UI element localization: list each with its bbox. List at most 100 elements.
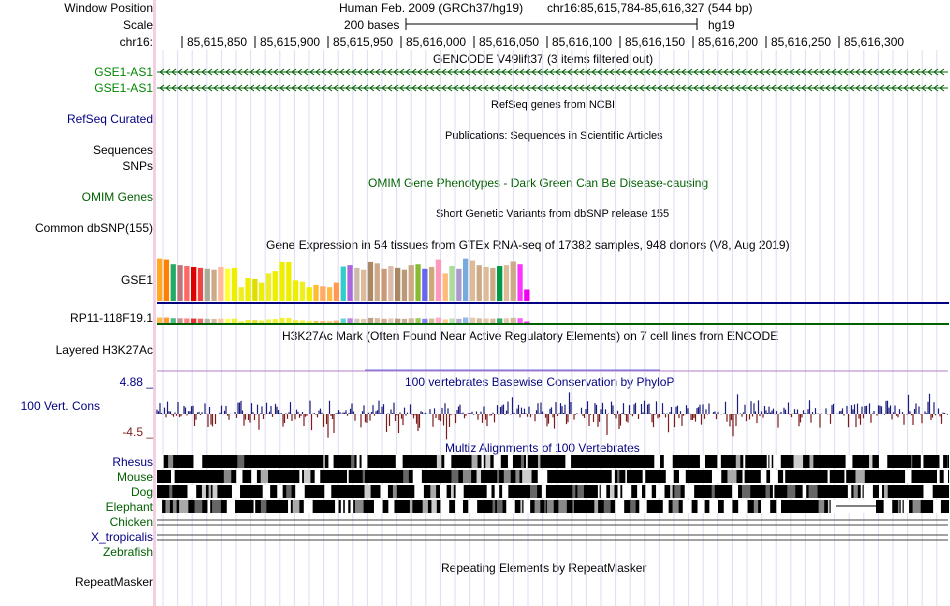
multiz-gap <box>603 500 611 513</box>
gtex-tissue-bar <box>170 264 176 301</box>
gtex-tissue-bar-small <box>163 317 170 323</box>
multiz-gap <box>502 485 509 498</box>
gtex-tissue-bar-small <box>245 320 251 323</box>
pubs-snps-label[interactable]: SNPs <box>122 159 153 173</box>
multiz-gap <box>617 470 620 483</box>
multiz-gap <box>187 485 197 498</box>
gtex-tissue-bar <box>476 265 482 301</box>
multiz-gap <box>625 470 627 483</box>
multiz-gap <box>699 455 705 468</box>
multiz-gap <box>172 500 177 513</box>
gtex-tissue-bar <box>272 271 278 301</box>
gtex-gene-label-gse1[interactable]: GSE1 <box>120 273 153 287</box>
multiz-gap <box>422 500 428 513</box>
multiz-gap <box>455 485 464 498</box>
multiz-species-elephant[interactable]: Elephant <box>105 500 153 514</box>
gtex-tissue-bar <box>225 268 231 301</box>
multiz-gap <box>226 500 236 513</box>
multiz-species-zebrafish[interactable]: Zebrafish <box>102 545 153 559</box>
h3k27ac-track-label[interactable]: Layered H3K27Ac <box>55 343 153 357</box>
gtex-tissue-bar <box>177 265 183 301</box>
multiz-gap <box>546 500 554 513</box>
gtex-tissue-bar <box>401 269 408 301</box>
multiz-gap <box>485 455 491 468</box>
gtex-tissue-bar <box>497 266 503 301</box>
multiz-gap <box>392 485 397 498</box>
multiz-gap <box>356 455 360 468</box>
gtex-tissue-bar-small <box>177 318 183 323</box>
multiz-gap <box>436 455 442 468</box>
gtex-tissue-bar <box>415 264 421 301</box>
multiz-species-xtropicalis[interactable]: X_tropicalis <box>90 530 153 544</box>
gtex-tissue-bar-small <box>503 318 510 323</box>
multiz-gap <box>723 500 733 513</box>
gencode-item-label-1[interactable]: GSE1-AS1 <box>94 65 153 79</box>
gtex-tissue-bar-small <box>361 318 367 323</box>
multiz-species-rhesus[interactable]: Rhesus <box>112 455 153 469</box>
multiz-gap <box>727 470 737 483</box>
multiz-gap <box>350 500 354 513</box>
multiz-gap <box>933 500 941 513</box>
multiz-gap <box>526 455 528 468</box>
gtex-tissue-bar-small <box>320 321 326 323</box>
multiz-gap <box>520 500 523 513</box>
multiz-species-mouse[interactable]: Mouse <box>116 470 153 484</box>
multiz-gap <box>617 485 621 498</box>
gtex-tissue-bar-small <box>333 320 340 323</box>
multiz-species-chicken[interactable]: Chicken <box>109 515 153 529</box>
gtex-tissue-bar-small <box>435 317 442 323</box>
gtex-tissue-bar-small <box>422 318 428 323</box>
position-readout: chr16:85,615,784-85,616,327 (544 bp) <box>547 1 753 15</box>
gtex-gene-label-rp11[interactable]: RP11-118F19.1 <box>70 311 153 325</box>
multiz-gap <box>286 485 292 498</box>
tick-label: 85,616,100 <box>552 35 613 49</box>
gtex-tissue-bar-small <box>191 318 197 323</box>
gtex-tissue-bar-small <box>476 318 482 323</box>
refseq-track-label[interactable]: RefSeq Curated <box>66 112 153 126</box>
multiz-gap <box>288 500 291 513</box>
multiz-alignment-row <box>157 470 949 483</box>
multiz-gap <box>414 485 424 498</box>
dbsnp-track-label[interactable]: Common dbSNP(155) <box>34 221 153 235</box>
multiz-gap <box>672 500 679 513</box>
gtex-tissue-bar <box>211 269 217 301</box>
tick-label: 85,616,250 <box>771 35 832 49</box>
gtex-tissue-bar-small <box>231 318 238 323</box>
multiz-gap <box>409 500 413 513</box>
multiz-gap <box>324 485 332 498</box>
multiz-gap <box>897 500 900 513</box>
gtex-tissue-bar <box>157 258 163 301</box>
multiz-gap <box>351 455 355 468</box>
multiz-gap <box>844 470 847 483</box>
rmsk-track-label[interactable]: RepeatMasker <box>74 575 153 589</box>
multiz-gap <box>354 500 364 513</box>
gtex-tissue-bar <box>245 278 251 301</box>
multiz-gap <box>314 470 321 483</box>
multiz-gap <box>303 500 313 513</box>
multiz-gap <box>523 500 531 513</box>
gtex-tissue-bar-small <box>483 318 489 323</box>
multiz-species-dog[interactable]: Dog <box>130 485 153 499</box>
gtex-tissue-bar-small <box>490 318 496 323</box>
gtex-tissue-bar-small <box>449 318 455 323</box>
multiz-gap <box>615 500 625 513</box>
multiz-gap <box>515 470 520 483</box>
multiz-gap <box>697 500 705 513</box>
pubs-sequences-label[interactable]: Sequences <box>92 143 153 157</box>
gtex-tissue-bar-small <box>395 318 401 323</box>
multiz-gap <box>884 485 888 498</box>
multiz-gap <box>766 455 769 468</box>
multiz-gap <box>827 470 830 483</box>
multiz-gap <box>910 455 913 468</box>
gtex-tissue-bar-small <box>469 317 476 323</box>
multiz-gap <box>558 500 567 513</box>
gtex-tissue-bar-small <box>238 321 244 323</box>
chrom-label: chr16: <box>119 35 153 49</box>
multiz-gap <box>597 485 600 498</box>
gencode-item-label-2[interactable]: GSE1-AS1 <box>94 81 153 95</box>
cons-track-label[interactable]: 100 Vert. Cons <box>20 399 100 413</box>
omim-track-label[interactable]: OMIM Genes <box>81 190 153 204</box>
gtex-tissue-bar <box>490 267 496 301</box>
multiz-gap <box>468 500 478 513</box>
